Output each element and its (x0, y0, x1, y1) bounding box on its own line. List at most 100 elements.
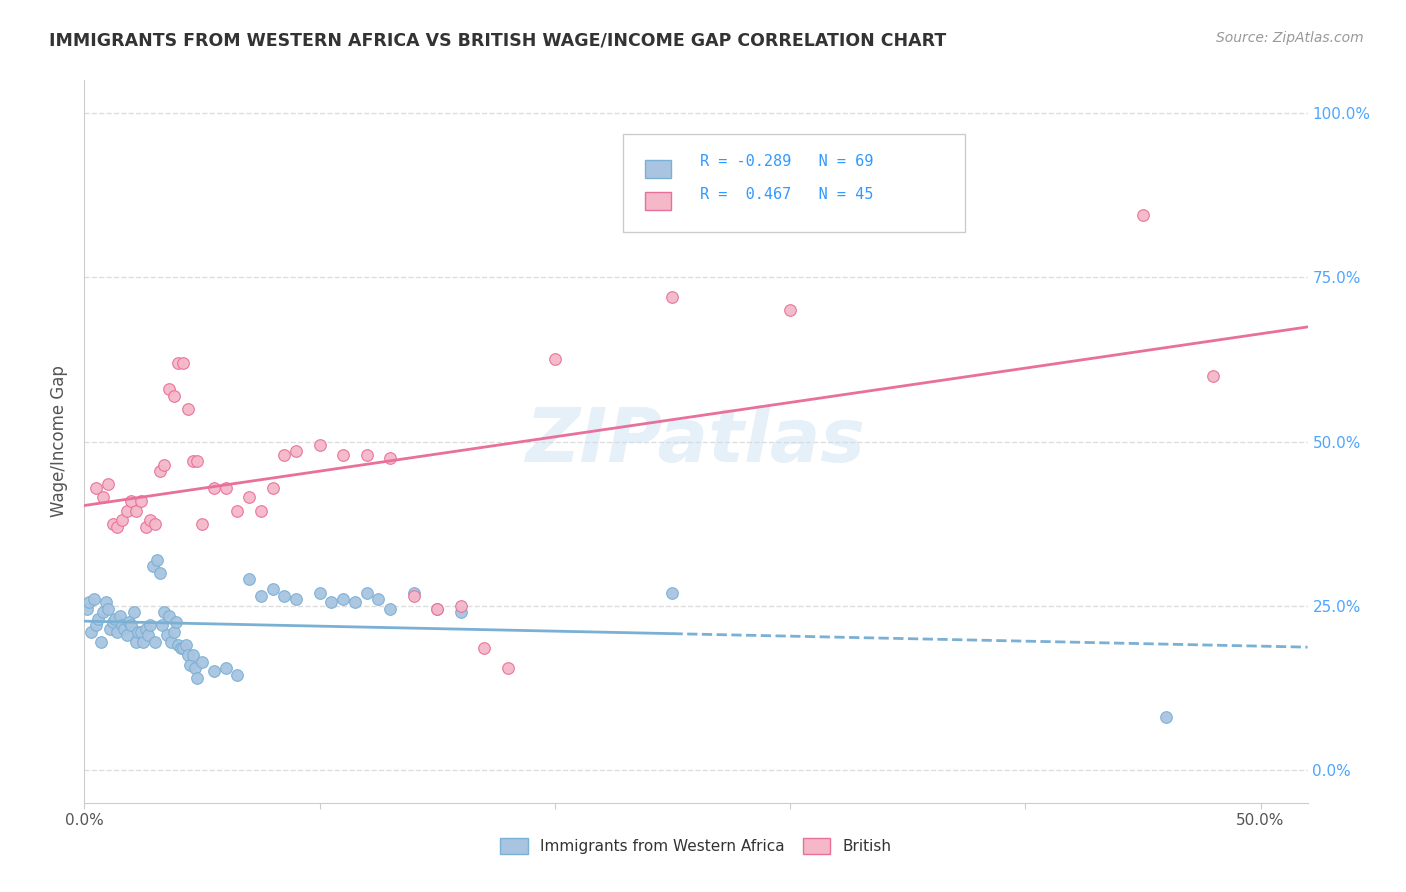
FancyBboxPatch shape (644, 193, 671, 211)
Point (125, 635, 148, 649)
Point (101, 615, 124, 630)
Point (139, 618, 162, 632)
Point (170, 641, 193, 656)
Point (150, 618, 173, 632)
Point (142, 559, 165, 574)
Point (98, 622, 121, 636)
Point (80, 625, 103, 640)
Point (191, 655, 214, 669)
Point (202, 665, 225, 679)
Point (157, 608, 180, 623)
Point (97, 477, 120, 491)
Point (156, 628, 179, 642)
Point (186, 454, 208, 468)
Point (262, 582, 284, 597)
Point (177, 648, 200, 662)
Point (1132, 208, 1154, 222)
Point (143, 635, 166, 649)
Point (356, 448, 378, 462)
Point (115, 503, 138, 517)
Point (101, 516, 124, 531)
Point (321, 595, 343, 609)
Point (174, 638, 197, 652)
Point (111, 618, 134, 632)
Point (76, 602, 98, 616)
Point (122, 605, 145, 619)
Point (249, 589, 271, 603)
Point (262, 481, 284, 495)
Point (661, 585, 683, 599)
Point (129, 493, 152, 508)
Point (91, 605, 114, 619)
Point (426, 602, 449, 616)
Point (273, 589, 295, 603)
Point (91, 491, 114, 505)
Point (139, 513, 162, 527)
Point (153, 458, 176, 472)
Point (308, 585, 330, 599)
Point (226, 503, 249, 517)
Point (84, 618, 107, 632)
Point (105, 520, 128, 534)
Point (186, 671, 208, 685)
Point (157, 382, 180, 396)
Point (238, 491, 260, 505)
Point (83, 592, 105, 607)
Point (115, 628, 138, 642)
Point (97, 602, 120, 616)
Point (153, 605, 176, 619)
FancyBboxPatch shape (623, 135, 965, 232)
Text: IMMIGRANTS FROM WESTERN AFRICA VS BRITISH WAGE/INCOME GAP CORRELATION CHART: IMMIGRANTS FROM WESTERN AFRICA VS BRITIS… (49, 31, 946, 49)
Point (181, 454, 204, 468)
Point (135, 622, 157, 636)
Point (273, 448, 295, 462)
Point (779, 303, 801, 318)
Point (172, 641, 194, 656)
Point (127, 625, 149, 640)
Point (94, 595, 117, 609)
Point (84, 481, 107, 495)
Point (496, 661, 519, 675)
Text: R =  0.467   N = 45: R = 0.467 N = 45 (700, 187, 873, 202)
Point (105, 625, 128, 640)
Point (111, 513, 134, 527)
Point (249, 503, 271, 517)
Point (184, 661, 207, 675)
Point (380, 602, 402, 616)
Point (332, 448, 354, 462)
Point (285, 592, 308, 607)
Point (167, 356, 190, 370)
Point (226, 667, 249, 681)
Point (450, 605, 472, 619)
Point (308, 438, 330, 452)
Y-axis label: Wage/Income Gap: Wage/Income Gap (51, 366, 69, 517)
Text: R = -0.289   N = 69: R = -0.289 N = 69 (700, 153, 873, 169)
Point (214, 481, 236, 495)
Point (104, 612, 127, 626)
Point (149, 464, 172, 478)
Point (135, 520, 157, 534)
Point (120, 493, 142, 508)
Point (77, 595, 100, 609)
Point (332, 592, 354, 607)
Point (202, 481, 225, 495)
Point (163, 388, 186, 402)
Point (402, 589, 425, 603)
Point (112, 622, 135, 636)
Point (544, 352, 567, 367)
Point (172, 356, 194, 370)
Point (163, 625, 186, 640)
Legend: Immigrants from Western Africa, British: Immigrants from Western Africa, British (494, 832, 898, 860)
Point (143, 516, 166, 531)
Point (1202, 368, 1225, 383)
Text: Source: ZipAtlas.com: Source: ZipAtlas.com (1216, 31, 1364, 45)
Point (149, 566, 172, 580)
Point (165, 615, 187, 630)
Point (160, 635, 183, 649)
Point (181, 648, 204, 662)
Point (214, 661, 236, 675)
Point (120, 618, 142, 632)
Point (367, 592, 389, 607)
Point (118, 615, 141, 630)
Point (136, 628, 159, 642)
